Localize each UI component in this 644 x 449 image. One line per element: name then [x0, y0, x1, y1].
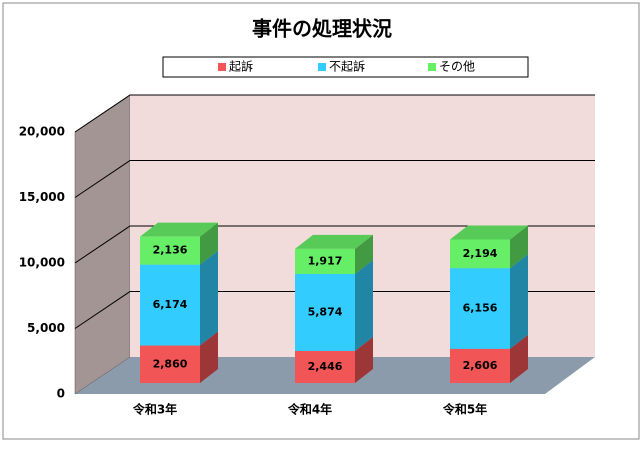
bar — [295, 248, 355, 275]
grid-line — [74, 225, 595, 264]
bar-top — [295, 234, 373, 249]
x-tick-label: 令和5年 — [442, 402, 487, 417]
bar-top — [450, 225, 528, 240]
legend-label: その他 — [439, 60, 475, 74]
bar — [295, 350, 355, 383]
data-label: 2,860 — [153, 357, 188, 370]
data-label: 2,194 — [463, 247, 498, 260]
bar-side — [355, 260, 373, 351]
x-tick-label: 令和3年 — [132, 402, 177, 417]
bar-side — [510, 225, 528, 269]
data-label: 6,156 — [463, 302, 498, 315]
legend-swatch — [428, 63, 436, 71]
bar — [295, 274, 355, 351]
bar — [140, 236, 200, 265]
data-label: 1,917 — [308, 254, 343, 267]
grid-line — [74, 94, 595, 133]
bar-side — [510, 334, 528, 383]
legend-label: 不起訴 — [329, 59, 365, 74]
data-label: 6,174 — [153, 298, 188, 311]
data-label: 5,874 — [308, 305, 343, 318]
data-label: 2,606 — [463, 359, 498, 372]
data-label: 2,446 — [308, 360, 343, 373]
legend — [162, 56, 529, 78]
bar — [450, 239, 510, 269]
bar-side — [355, 234, 373, 275]
legend-swatch — [218, 63, 226, 71]
grid-line — [74, 160, 595, 198]
legend-label: 起訴 — [229, 59, 253, 74]
bar-side — [200, 222, 218, 265]
y-tick-label: 5,000 — [27, 321, 65, 335]
bar-side — [200, 331, 218, 383]
bar-top — [140, 222, 218, 237]
y-tick-label: 0 — [57, 387, 65, 401]
chart-title: 事件の処理状況 — [252, 17, 392, 41]
y-tick-label: 20,000 — [19, 125, 65, 139]
bar-side — [510, 254, 528, 349]
bar-side — [355, 336, 373, 383]
bar — [140, 345, 200, 383]
y-tick-label: 15,000 — [19, 190, 65, 204]
bar — [140, 264, 200, 346]
legend-swatch — [318, 63, 326, 71]
y-tick-label: 10,000 — [19, 256, 65, 270]
bar — [450, 268, 510, 349]
bar-side — [200, 250, 218, 346]
bar — [450, 348, 510, 383]
x-tick-label: 令和4年 — [287, 402, 332, 417]
grid-line — [74, 291, 595, 329]
data-label: 2,136 — [153, 244, 188, 257]
